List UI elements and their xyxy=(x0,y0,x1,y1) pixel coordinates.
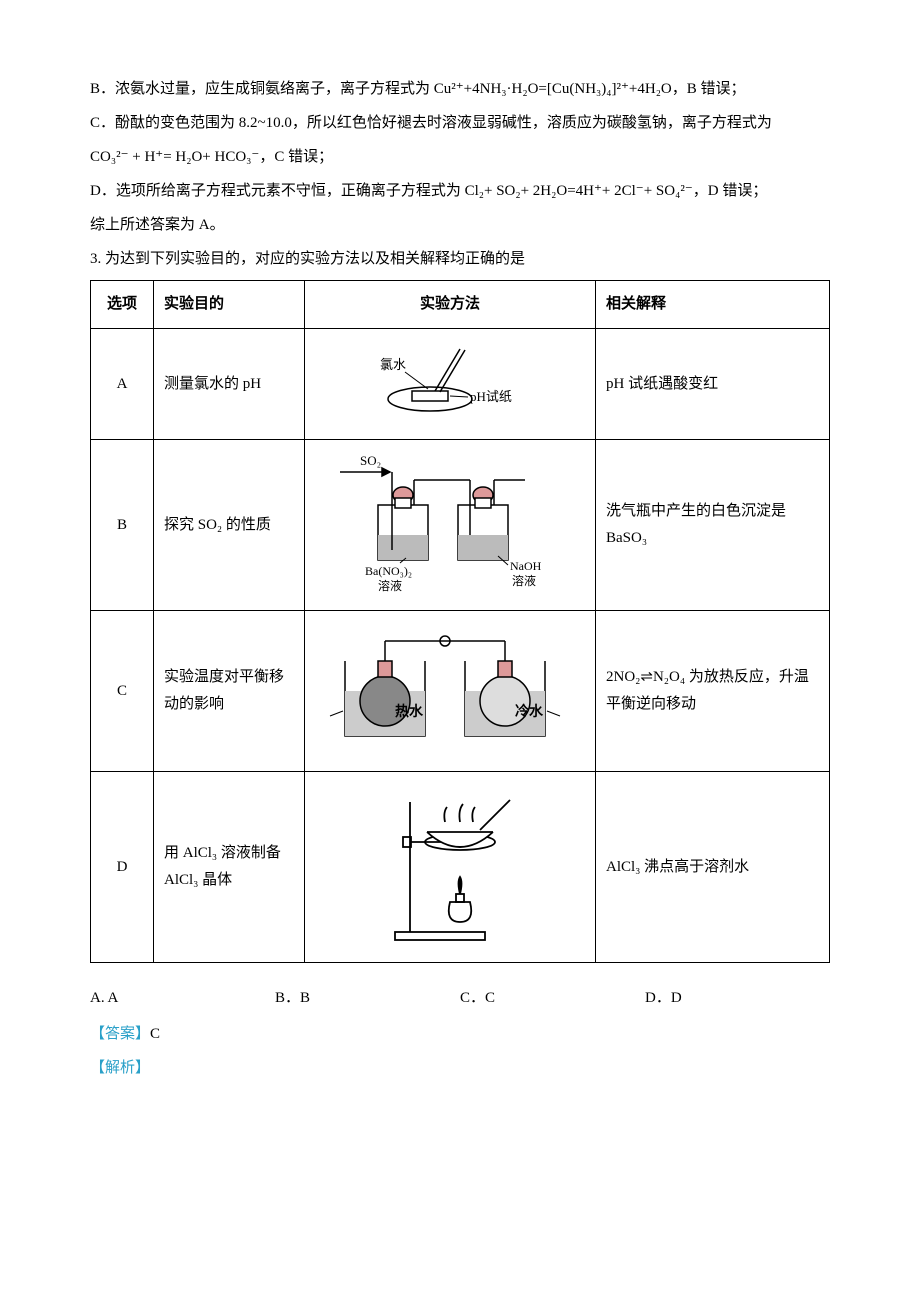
table-header-row: 选项 实验目的 实验方法 相关解释 xyxy=(91,281,830,329)
cell-explain: pH 试纸遇酸变红 xyxy=(596,329,830,440)
line-summary: 综上所述答案为 A。 xyxy=(90,210,830,240)
label-naoh-sol: 溶液 xyxy=(512,573,536,588)
line-d: D．选项所给离子方程式元素不守恒，正确离子方程式为 Cl₂+ SO₂+ 2H₂O… xyxy=(90,176,830,206)
diagram-hot-cold-beakers: 热水 冷水 xyxy=(325,621,575,761)
cell-explain: 2NO₂⇌N₂O₄ 为放热反应，升温平衡逆向移动 xyxy=(596,611,830,772)
line-b: B．浓氨水过量，应生成铜氨络离子，离子方程式为 Cu²⁺+4NH₃·H₂O=[C… xyxy=(90,74,830,104)
label-chlorine-water: 氯水 xyxy=(380,357,406,372)
analysis-label: 【解析】 xyxy=(90,1060,150,1076)
label-hot-water: 热水 xyxy=(395,703,424,720)
cell-opt: B xyxy=(91,440,154,611)
cell-method xyxy=(305,772,596,963)
cell-purpose: 测量氯水的 pH xyxy=(154,329,305,440)
line-c2: CO₃²⁻ + H⁺= H₂O+ HCO₃⁻，C 错误； xyxy=(90,142,830,172)
table-row: A 测量氯水的 pH 氯水 pH试纸 pH 试纸遇酸变红 xyxy=(91,329,830,440)
label-bano3-sol: 溶液 xyxy=(378,578,402,593)
cell-explain: AlCl₃ 沸点高于溶剂水 xyxy=(596,772,830,963)
diagram-so2-bottles: SO₂ Ba(NO₃)₂ 溶液 NaOH 溶液 xyxy=(330,450,570,600)
th-method: 实验方法 xyxy=(305,281,596,329)
diagram-ph-paper: 氯水 pH试纸 xyxy=(350,339,550,429)
q3-table: 选项 实验目的 实验方法 相关解释 A 测量氯水的 pH 氯水 pH试纸 xyxy=(90,280,830,963)
label-ph-paper: pH试纸 xyxy=(470,389,512,404)
choice-a: A. A xyxy=(90,983,275,1013)
q3-choices: A. A B．B C．C D．D xyxy=(90,983,830,1013)
analysis-line: 【解析】 xyxy=(90,1053,830,1083)
answer-value: C xyxy=(150,1026,160,1042)
table-row: C 实验温度对平衡移动的影响 xyxy=(91,611,830,772)
th-opt: 选项 xyxy=(91,281,154,329)
cell-method: 氯水 pH试纸 xyxy=(305,329,596,440)
table-row: D 用 AlCl₃ 溶液制备 AlCl₃ 晶体 xyxy=(91,772,830,963)
line-c: C．酚酞的变色范围为 8.2~10.0，所以红色恰好褪去时溶液显弱碱性，溶质应为… xyxy=(90,108,830,138)
choice-b: B．B xyxy=(275,983,460,1013)
label-naoh: NaOH xyxy=(510,559,542,573)
cell-method: 热水 冷水 xyxy=(305,611,596,772)
label-cold-water: 冷水 xyxy=(515,703,544,720)
choice-d: D．D xyxy=(645,983,830,1013)
q3-stem: 3. 为达到下列实验目的，对应的实验方法以及相关解释均正确的是 xyxy=(90,244,830,274)
cell-purpose: 实验温度对平衡移动的影响 xyxy=(154,611,305,772)
cell-explain: 洗气瓶中产生的白色沉淀是 BaSO₃ xyxy=(596,440,830,611)
th-explain: 相关解释 xyxy=(596,281,830,329)
answer-line: 【答案】C xyxy=(90,1019,830,1049)
table-row: B 探究 SO₂ 的性质 xyxy=(91,440,830,611)
label-so2: SO₂ xyxy=(360,453,381,468)
diagram-evaporation-stand xyxy=(365,782,535,952)
th-purpose: 实验目的 xyxy=(154,281,305,329)
cell-opt: C xyxy=(91,611,154,772)
cell-method: SO₂ Ba(NO₃)₂ 溶液 NaOH 溶液 xyxy=(305,440,596,611)
choice-c: C．C xyxy=(460,983,645,1013)
cell-opt: D xyxy=(91,772,154,963)
answer-label: 【答案】 xyxy=(90,1026,150,1042)
cell-purpose: 用 AlCl₃ 溶液制备 AlCl₃ 晶体 xyxy=(154,772,305,963)
cell-purpose: 探究 SO₂ 的性质 xyxy=(154,440,305,611)
label-bano3: Ba(NO₃)₂ xyxy=(365,564,412,578)
cell-opt: A xyxy=(91,329,154,440)
